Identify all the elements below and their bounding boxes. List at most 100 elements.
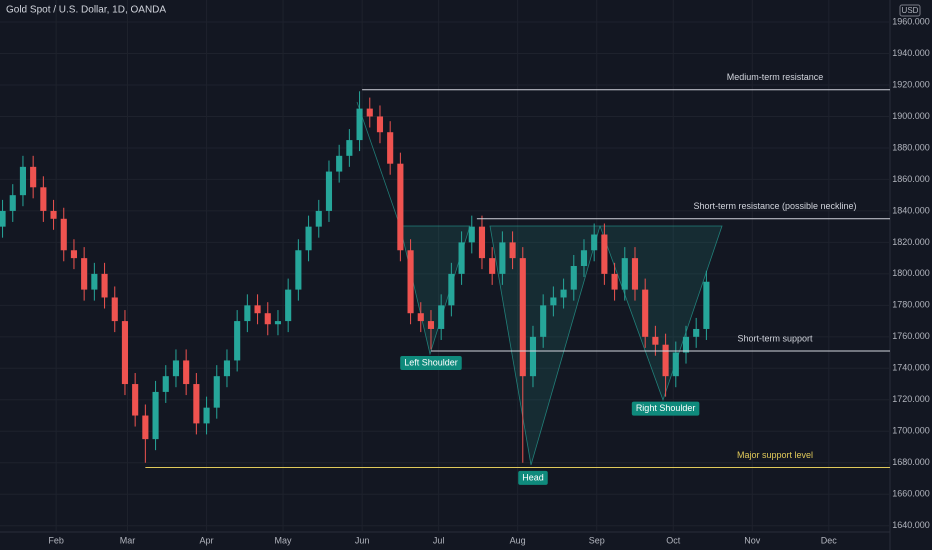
candle-body	[336, 155, 343, 172]
candle-body	[611, 273, 618, 290]
candle-body	[387, 132, 394, 164]
candle-body	[254, 305, 261, 314]
x-tick-label: Feb	[48, 535, 64, 545]
candle-body	[30, 166, 37, 188]
y-tick-label: 1780.000	[892, 300, 930, 310]
candle-body	[223, 360, 231, 377]
candle-body	[499, 242, 506, 274]
candle-body	[458, 242, 465, 274]
x-tick-label: Aug	[510, 535, 526, 545]
candle-body	[621, 258, 628, 290]
candle-body	[264, 313, 271, 325]
candle-body	[315, 210, 322, 227]
candle-body	[203, 407, 210, 424]
candle-body	[244, 305, 251, 322]
y-tick-label: 1840.000	[892, 205, 930, 215]
candle-body	[325, 171, 333, 211]
candle-body	[285, 289, 292, 322]
candle-body	[9, 195, 16, 211]
candle-body	[407, 250, 414, 314]
candle-body	[142, 415, 149, 440]
candle-body	[438, 305, 445, 329]
candle-body	[489, 258, 496, 274]
candle-body	[183, 360, 190, 385]
y-tick-label: 1640.000	[892, 520, 930, 530]
candle-body	[550, 297, 557, 306]
y-tick-label: 1960.000	[892, 16, 930, 26]
y-tick-label: 1700.000	[892, 426, 930, 436]
y-tick-label: 1760.000	[892, 331, 930, 341]
candle-body	[672, 352, 679, 377]
candle-body	[693, 328, 700, 337]
candle-body	[111, 297, 118, 322]
candle-body	[478, 226, 486, 259]
candle-body	[121, 321, 129, 385]
candle-body	[193, 384, 200, 424]
candle-body	[346, 140, 353, 156]
candle-body	[427, 321, 435, 329]
candle-body	[580, 250, 588, 266]
trend-line	[356, 101, 401, 227]
level-label: Short-term resistance (possible neckline…	[693, 201, 856, 211]
pattern-label: Right Shoulder	[636, 403, 696, 413]
candle-body	[274, 321, 282, 325]
x-tick-label: Jun	[355, 535, 370, 545]
currency-box	[899, 4, 921, 17]
candle-body	[19, 166, 27, 196]
candle-body	[366, 108, 373, 117]
candle-body	[397, 163, 404, 251]
candle-body	[448, 273, 455, 306]
candle-body	[642, 289, 649, 337]
candle-body	[601, 234, 608, 274]
candle-body	[376, 116, 384, 133]
candle-body	[540, 305, 547, 337]
pattern-label-box	[400, 355, 462, 370]
pattern-label-box	[631, 401, 700, 416]
chart-title: Gold Spot / U.S. Dollar, 1D, OANDA	[6, 5, 166, 16]
level-label: Major support level	[737, 450, 813, 460]
candle-body	[172, 360, 180, 377]
candle-body	[81, 258, 88, 290]
x-tick-label: Apr	[200, 535, 214, 545]
pattern-label: Left Shoulder	[404, 357, 458, 367]
y-tick-label: 1920.000	[892, 79, 930, 89]
candle-body	[305, 226, 312, 251]
candle-body	[132, 384, 139, 416]
x-tick-label: Sep	[589, 535, 605, 545]
y-tick-label: 1860.000	[892, 174, 930, 184]
candle-body	[529, 336, 537, 377]
y-tick-label: 1880.000	[892, 142, 930, 152]
currency: USD	[902, 6, 919, 15]
level-label: Short-term support	[737, 333, 813, 343]
candle-body	[50, 210, 57, 219]
candle-body	[101, 273, 108, 298]
x-tick-label: Oct	[666, 535, 681, 545]
candle-body	[591, 234, 598, 251]
x-tick-label: May	[275, 535, 293, 545]
candle-body	[570, 266, 577, 290]
y-tick-label: 1900.000	[892, 111, 930, 121]
right-shoulder-shape	[599, 225, 723, 402]
candle-body	[652, 336, 659, 345]
y-tick-label: 1740.000	[892, 363, 930, 373]
candle-body	[91, 273, 98, 290]
candle-body	[417, 313, 424, 322]
candle-body	[234, 321, 241, 361]
candle-body	[213, 376, 220, 408]
candle-body	[162, 376, 169, 392]
candle-body	[519, 258, 526, 377]
candle-body	[662, 344, 669, 377]
candle-body	[468, 226, 475, 243]
candle-body	[60, 218, 67, 251]
y-tick-label: 1940.000	[892, 48, 930, 58]
y-tick-label: 1680.000	[892, 457, 930, 467]
candle-body	[560, 289, 567, 298]
x-tick-label: Mar	[120, 535, 136, 545]
y-tick-label: 1720.000	[892, 394, 930, 404]
x-tick-label: Jul	[433, 535, 445, 545]
y-tick-label: 1660.000	[892, 489, 930, 499]
x-tick-label: Nov	[744, 535, 761, 545]
candle-body	[509, 242, 516, 259]
